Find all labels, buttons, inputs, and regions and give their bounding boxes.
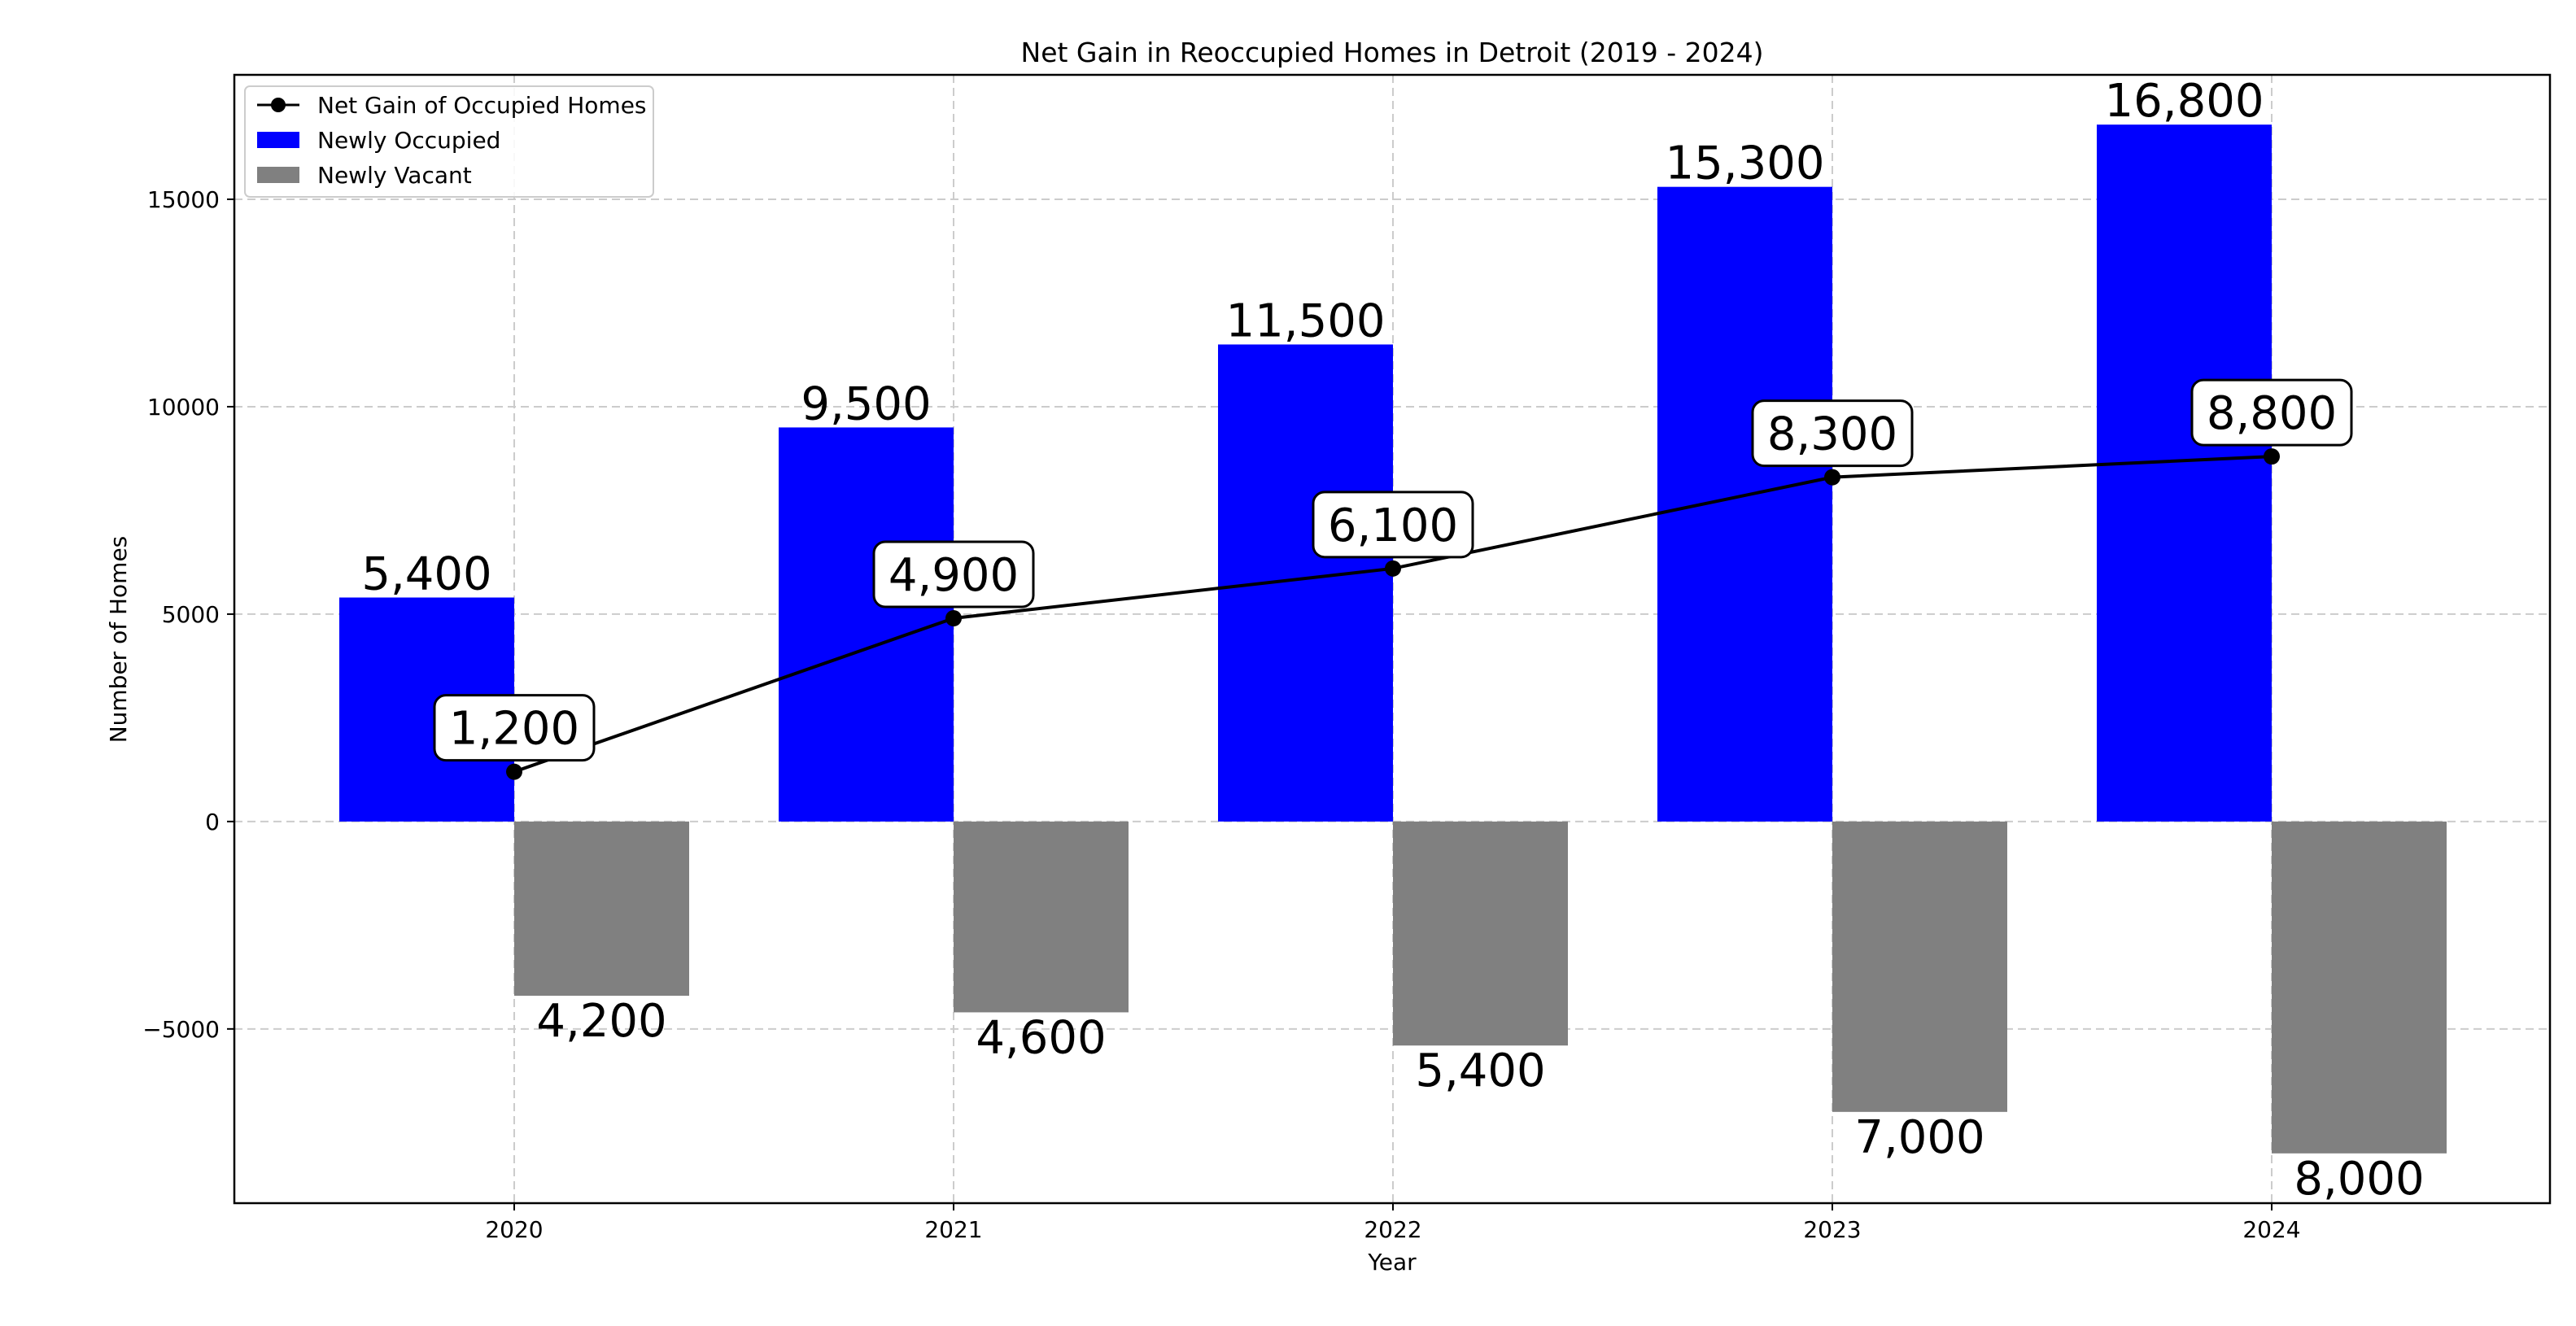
legend-label-newly-occupied: Newly Occupied	[317, 127, 500, 154]
net-gain-point	[2264, 448, 2280, 465]
net-gain-label: 4,900	[872, 540, 1035, 608]
bar-newly-occupied	[2097, 124, 2272, 822]
bars	[339, 124, 2447, 1154]
net-gain-label-text: 4,900	[889, 549, 1019, 602]
net-gain-label-box	[872, 540, 1035, 608]
x-tick-label: 2022	[1364, 1216, 1421, 1243]
net-gain-label: 6,100	[1312, 491, 1474, 559]
bar-newly-vacant	[954, 821, 1129, 1013]
bar-label-newly-occupied: 9,500	[801, 377, 931, 430]
bar-newly-vacant	[1832, 821, 2007, 1112]
bar-newly-vacant	[2272, 821, 2447, 1154]
net-gain-label-text: 6,100	[1328, 499, 1458, 552]
x-tick-label: 2024	[2242, 1216, 2300, 1243]
chart-title: Net Gain in Reoccupied Homes in Detroit …	[1021, 37, 1764, 68]
legend-label-newly-vacant: Newly Vacant	[317, 162, 472, 189]
legend: Net Gain of Occupied Homes Newly Occupie…	[244, 85, 654, 198]
y-tick-label: −5000	[142, 1016, 220, 1043]
bar-label-newly-occupied: 11,500	[1226, 294, 1386, 347]
bar-label-newly-occupied: 16,800	[2105, 75, 2264, 128]
legend-frame	[244, 85, 654, 198]
net-gain-label-box	[1312, 491, 1474, 559]
y-tick-label: 15000	[147, 186, 220, 213]
legend-swatch-newly-occupied	[257, 132, 299, 148]
bar-newly-vacant	[1393, 821, 1568, 1046]
net-gain-label-text: 1,200	[449, 703, 579, 756]
bar-newly-occupied	[1657, 186, 1832, 822]
bar-label-newly-vacant: 4,200	[536, 995, 666, 1048]
net-gain-label-box	[1751, 399, 1914, 468]
net-gain-label: 8,300	[1751, 399, 1914, 468]
bar-label-newly-vacant: 4,600	[976, 1011, 1106, 1064]
y-tick-label: 10000	[147, 394, 220, 421]
net-gain-label: 8,800	[2190, 378, 2353, 447]
x-tick-label: 2020	[485, 1216, 543, 1243]
x-axis-title: Year	[1367, 1249, 1417, 1276]
bar-label-newly-vacant: 7,000	[1854, 1111, 1984, 1164]
net-gain-point	[506, 763, 522, 780]
net-gain-label-text: 8,800	[2207, 387, 2337, 440]
data-labels: 5,400 4,200 9,500 4,600 11,500 5,400 15,300 7,0…	[361, 75, 2424, 1206]
net-gain-point	[945, 610, 962, 627]
net-gain-label-box	[2190, 378, 2353, 447]
bar-label-newly-vacant: 5,400	[1415, 1045, 1545, 1097]
legend-label-net-gain: Net Gain of Occupied Homes	[317, 92, 647, 119]
bar-newly-occupied	[1218, 344, 1393, 822]
axes: −5000 0 5000 10000 15000 2020 2021 2022 2023 2024	[142, 186, 2300, 1243]
net-gain-point	[1824, 469, 1840, 486]
x-tick-label: 2023	[1803, 1216, 1861, 1243]
bar-label-newly-occupied: 5,400	[361, 548, 491, 601]
net-gain-label-box	[433, 694, 596, 762]
legend-marker-swatch	[271, 98, 286, 112]
net-gain-label: 1,200	[433, 694, 596, 762]
y-tick-label: 0	[205, 809, 220, 835]
bar-label-newly-occupied: 15,300	[1666, 137, 1825, 190]
x-tick-label: 2021	[924, 1216, 982, 1243]
y-axis-title: Number of Homes	[105, 536, 132, 744]
bar-newly-vacant	[514, 821, 689, 997]
net-gain-line	[506, 448, 2280, 780]
y-tick-label: 5000	[162, 601, 220, 628]
legend-swatch-newly-vacant	[257, 167, 299, 183]
net-gain-label-text: 8,300	[1767, 408, 1897, 461]
bar-label-newly-vacant: 8,000	[2294, 1153, 2424, 1206]
net-gain-point	[1385, 560, 1401, 577]
bar-newly-occupied	[779, 427, 954, 822]
